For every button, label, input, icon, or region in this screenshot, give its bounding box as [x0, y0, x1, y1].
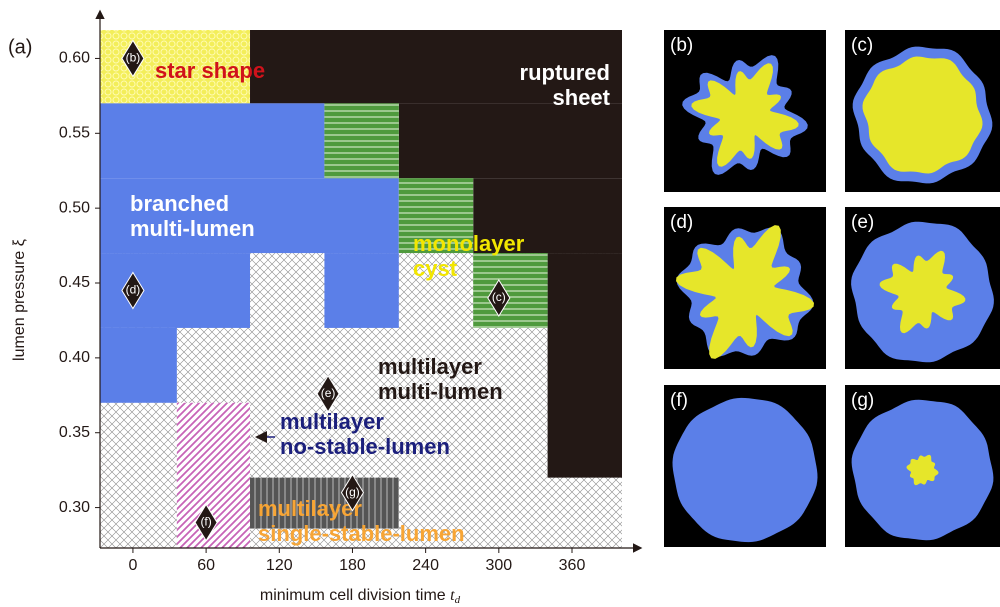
phase-label: multilayer [378, 354, 482, 379]
phase-region [324, 253, 399, 328]
phase-label: sheet [553, 85, 611, 110]
panel-label: (d) [670, 212, 693, 233]
panel-label: (g) [851, 390, 874, 411]
y-tick-label: 0.30 [59, 499, 90, 516]
x-tick-label: 120 [266, 557, 293, 574]
y-tick-label: 0.50 [59, 199, 90, 216]
phase-region [473, 178, 622, 254]
marker [121, 39, 145, 78]
phase-region [398, 178, 474, 254]
marker [316, 374, 340, 413]
phase-region [398, 103, 622, 179]
y-tick-label: 0.40 [59, 349, 90, 366]
marker-label: (e) [321, 386, 336, 400]
panel-label: (b) [670, 35, 693, 56]
marker-label: (g) [345, 485, 360, 499]
phase-region [100, 30, 251, 104]
panel-label: (a) [8, 36, 32, 58]
regions [100, 30, 622, 548]
lumen [862, 56, 983, 174]
phase-region [473, 253, 548, 328]
phase-label: ruptured [520, 60, 610, 85]
x-tick-label: 240 [412, 557, 439, 574]
marker [194, 503, 218, 542]
phase-label: monolayer [413, 231, 525, 256]
phase-label: multilayer [258, 496, 362, 521]
marker-label: (d) [126, 283, 141, 297]
phase-region [547, 253, 622, 478]
x-tick-label: 0 [128, 557, 137, 574]
lumen [676, 225, 814, 359]
x-tick-label: 60 [197, 557, 215, 574]
phase-label: multi-lumen [378, 379, 503, 404]
phase-label: single-stable-lumen [258, 521, 465, 546]
marker [487, 279, 511, 317]
x-axis-label: minimum cell division time td [260, 587, 461, 606]
phase-region [250, 477, 399, 529]
phase-region [100, 103, 325, 179]
panels: (b) (c) (d) (e) (f) (g) [664, 30, 1000, 547]
y-tick-label: 0.35 [59, 424, 90, 441]
phase-label: multilayer [280, 409, 384, 434]
phase-region [324, 103, 399, 179]
lumen [906, 454, 939, 486]
y-tick-label: 0.60 [59, 50, 90, 67]
panel-label: (e) [851, 212, 874, 233]
x-tick-label: 180 [339, 557, 366, 574]
x-axis-var: t [450, 587, 455, 604]
panel-label: (c) [851, 35, 873, 56]
cell-layer [672, 397, 818, 543]
panel-label: (f) [670, 390, 688, 411]
phase-label: branched [130, 191, 229, 216]
x-axis-sub: d [455, 594, 461, 606]
marker-label: (b) [126, 51, 141, 65]
phase-region [250, 30, 622, 104]
phase-label: no-stable-lumen [280, 434, 450, 459]
phase-label: star shape [155, 58, 265, 83]
x-axis-label-text: minimum cell division time [260, 587, 446, 604]
lumen [879, 250, 966, 334]
phase-label: cyst [413, 256, 458, 281]
phase-label: multi-lumen [130, 216, 255, 241]
x-tick-label: 300 [485, 557, 512, 574]
phase-region [100, 327, 177, 403]
y-tick-label: 0.55 [59, 125, 90, 142]
marker-label: (c) [492, 290, 506, 304]
y-axis-label: lumen pressure ξ [11, 239, 28, 361]
y-tick-label: 0.45 [59, 274, 90, 291]
marker [121, 271, 145, 310]
phase-region [100, 178, 399, 254]
x-tick-label: 360 [559, 557, 586, 574]
lumen [691, 63, 799, 167]
marker-label: (f) [200, 515, 211, 529]
marker [340, 473, 365, 512]
